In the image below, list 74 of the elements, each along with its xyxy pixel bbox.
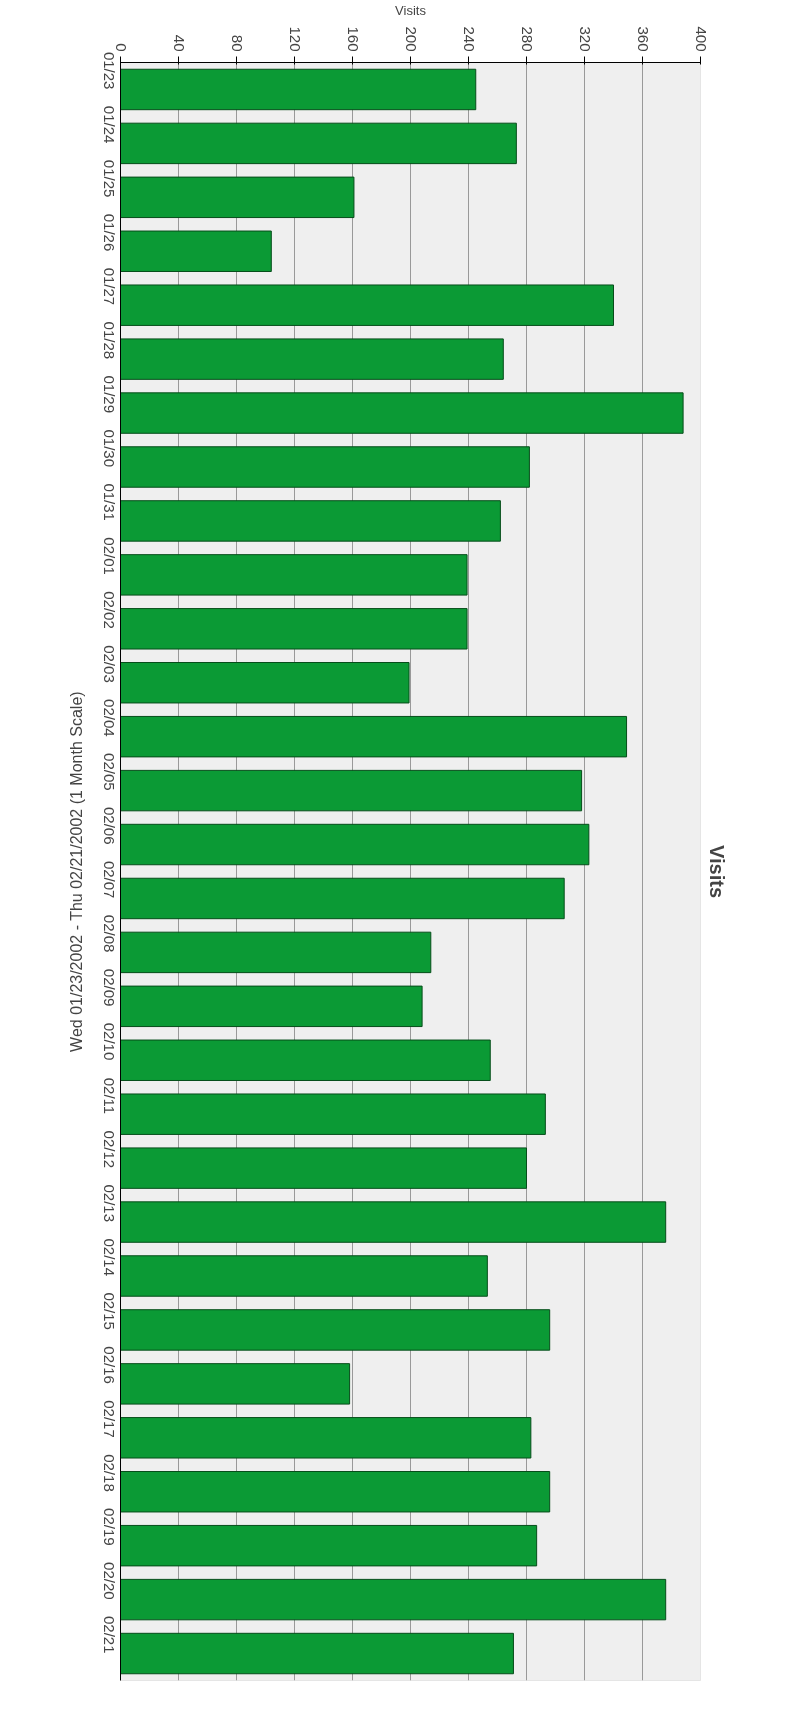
x-tick-label: 400 [692, 26, 710, 52]
y-tick-label: 01/26 [101, 213, 118, 252]
y-tick-label: 01/23 [101, 51, 118, 90]
x-tick-label: 240 [460, 26, 478, 52]
bar [120, 1309, 551, 1351]
x-tick-label: 40 [170, 34, 188, 52]
y-tick-label: 02/18 [101, 1454, 118, 1492]
x-tick-label: 120 [286, 26, 304, 52]
bar [120, 176, 355, 219]
bar [120, 554, 468, 596]
y-tick-label: 02/17 [101, 1400, 118, 1438]
x-tick-label: 160 [344, 26, 362, 52]
y-tick-label: 02/02 [101, 591, 118, 629]
y-tick-label: 02/16 [101, 1346, 118, 1384]
bar [120, 985, 423, 1028]
y-tick-label: 01/27 [101, 267, 118, 306]
y-tick-label: 02/04 [101, 699, 118, 737]
y-tick-label: 02/12 [101, 1130, 118, 1169]
x-tick-label: 320 [576, 26, 594, 52]
y-tick-label: 01/24 [101, 105, 118, 144]
bar [120, 608, 468, 650]
bar [120, 1417, 532, 1459]
y-tick-label: 02/08 [101, 914, 118, 953]
bar [120, 715, 628, 758]
bar [120, 1524, 538, 1567]
x-tick-label: 280 [518, 26, 536, 52]
y-tick-label: 02/03 [101, 645, 118, 683]
bar [120, 338, 504, 380]
y-tick-label: 02/21 [101, 1616, 118, 1654]
bar [120, 1147, 527, 1189]
bar [120, 1093, 546, 1135]
bar [120, 1632, 514, 1675]
y-tick-label: 01/29 [101, 375, 118, 414]
bar [120, 662, 410, 704]
bar [120, 284, 614, 326]
y-tick-label: 01/30 [101, 429, 118, 468]
x-tick-label: 80 [228, 34, 246, 52]
x-tick-label: 360 [634, 26, 652, 52]
text: Visits [705, 845, 728, 898]
bar [120, 1255, 488, 1297]
bar [120, 1578, 667, 1621]
bar [120, 1201, 667, 1243]
bar [120, 931, 432, 974]
bar [120, 392, 684, 434]
y-tick-label: 02/19 [101, 1508, 118, 1546]
bar [120, 877, 565, 920]
y-tick-label: 01/28 [101, 321, 118, 360]
y-tick-label: 01/31 [101, 483, 118, 521]
bar [120, 1363, 351, 1405]
bar [120, 1039, 491, 1081]
bar [120, 230, 272, 272]
y-tick-label: 02/20 [101, 1562, 118, 1600]
bar [120, 500, 501, 542]
x-tick-label: 0 [112, 43, 130, 52]
y-tick-label: 01/25 [101, 159, 118, 198]
bar [120, 68, 477, 111]
y-tick-label: 02/05 [101, 753, 118, 791]
y-tick-label: 02/10 [101, 1022, 118, 1061]
y-tick-label: 02/06 [101, 807, 118, 845]
y-tick-label: 02/11 [101, 1077, 118, 1115]
bar [120, 1471, 551, 1513]
bar [120, 446, 530, 488]
y-tick-label: 02/15 [101, 1292, 118, 1330]
text: Wed 01/23/2002 - Thu 02/21/2002 (1 Month Scale) [67, 691, 85, 1052]
bar [120, 823, 590, 866]
x-tick-label: 200 [402, 26, 420, 52]
y-tick-label: 02/09 [101, 968, 118, 1007]
x-axis-title: Visits [395, 3, 427, 19]
y-tick-label: 02/13 [101, 1184, 118, 1223]
bar [120, 122, 517, 165]
bar [120, 769, 583, 812]
y-tick-label: 02/07 [101, 860, 118, 899]
y-tick-label: 02/14 [101, 1238, 118, 1277]
y-tick-label: 02/01 [101, 537, 118, 575]
